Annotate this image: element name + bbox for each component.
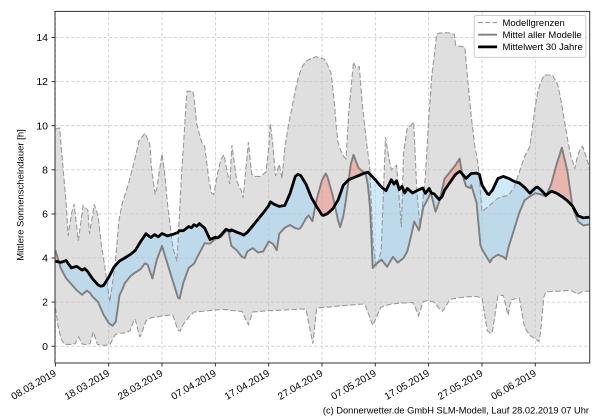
svg-text:10: 10	[36, 120, 48, 132]
svg-text:Mittlere Sonnenscheindauer [h]: Mittlere Sonnenscheindauer [h]	[16, 129, 27, 261]
svg-text:Mittelwert 30 Jahre: Mittelwert 30 Jahre	[503, 42, 583, 53]
svg-text:(c) Donnerwetter.de GmbH SLM-M: (c) Donnerwetter.de GmbH SLM-Modell, Lau…	[323, 406, 589, 416]
svg-text:14: 14	[36, 32, 48, 44]
svg-text:4: 4	[42, 253, 48, 265]
svg-text:6: 6	[42, 209, 48, 221]
svg-text:Mittel aller Modelle: Mittel aller Modelle	[503, 30, 582, 41]
svg-text:Modellgrenzen: Modellgrenzen	[503, 18, 565, 29]
svg-text:0: 0	[42, 341, 48, 353]
svg-text:2: 2	[42, 297, 48, 309]
svg-text:8: 8	[42, 164, 48, 176]
svg-text:12: 12	[36, 76, 48, 88]
